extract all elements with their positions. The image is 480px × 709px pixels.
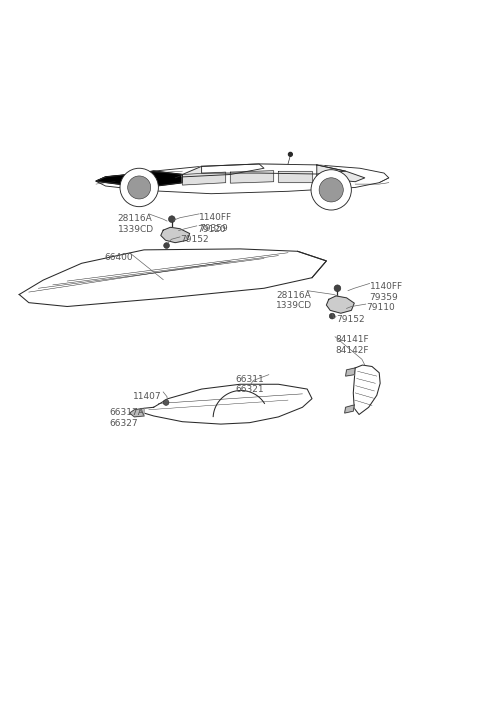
Text: 79152: 79152 xyxy=(336,315,365,324)
Polygon shape xyxy=(230,171,274,183)
Polygon shape xyxy=(144,384,312,424)
Circle shape xyxy=(168,216,175,223)
Text: 1140FF
79359: 1140FF 79359 xyxy=(199,213,232,233)
Polygon shape xyxy=(278,171,312,182)
Text: 79110: 79110 xyxy=(366,303,395,312)
Circle shape xyxy=(163,400,169,406)
Text: 84141F
84142F: 84141F 84142F xyxy=(335,335,369,355)
Polygon shape xyxy=(345,405,354,413)
Text: 66400: 66400 xyxy=(105,252,133,262)
Circle shape xyxy=(288,152,292,156)
Polygon shape xyxy=(96,164,389,194)
Polygon shape xyxy=(346,368,355,376)
Circle shape xyxy=(319,178,343,202)
Circle shape xyxy=(329,313,335,319)
Circle shape xyxy=(120,168,158,206)
Circle shape xyxy=(334,285,341,291)
Polygon shape xyxy=(317,165,365,182)
Polygon shape xyxy=(182,172,226,185)
Circle shape xyxy=(311,169,351,210)
Text: 28116A
1339CD: 28116A 1339CD xyxy=(118,214,154,233)
Polygon shape xyxy=(182,164,264,177)
Polygon shape xyxy=(161,228,190,242)
Text: 11407: 11407 xyxy=(133,392,162,401)
Text: 66311
66321: 66311 66321 xyxy=(235,374,264,394)
Text: 79152: 79152 xyxy=(180,235,209,245)
Text: 79120: 79120 xyxy=(197,225,226,234)
Polygon shape xyxy=(130,408,144,417)
Text: 66317A
66327: 66317A 66327 xyxy=(109,408,144,428)
Polygon shape xyxy=(19,249,326,306)
Text: 1140FF
79359: 1140FF 79359 xyxy=(370,282,403,302)
Polygon shape xyxy=(96,171,182,187)
Polygon shape xyxy=(326,296,354,313)
Polygon shape xyxy=(202,164,346,174)
Circle shape xyxy=(128,176,151,199)
Text: 28116A
1339CD: 28116A 1339CD xyxy=(276,291,312,311)
Circle shape xyxy=(164,242,169,248)
Polygon shape xyxy=(353,365,380,415)
